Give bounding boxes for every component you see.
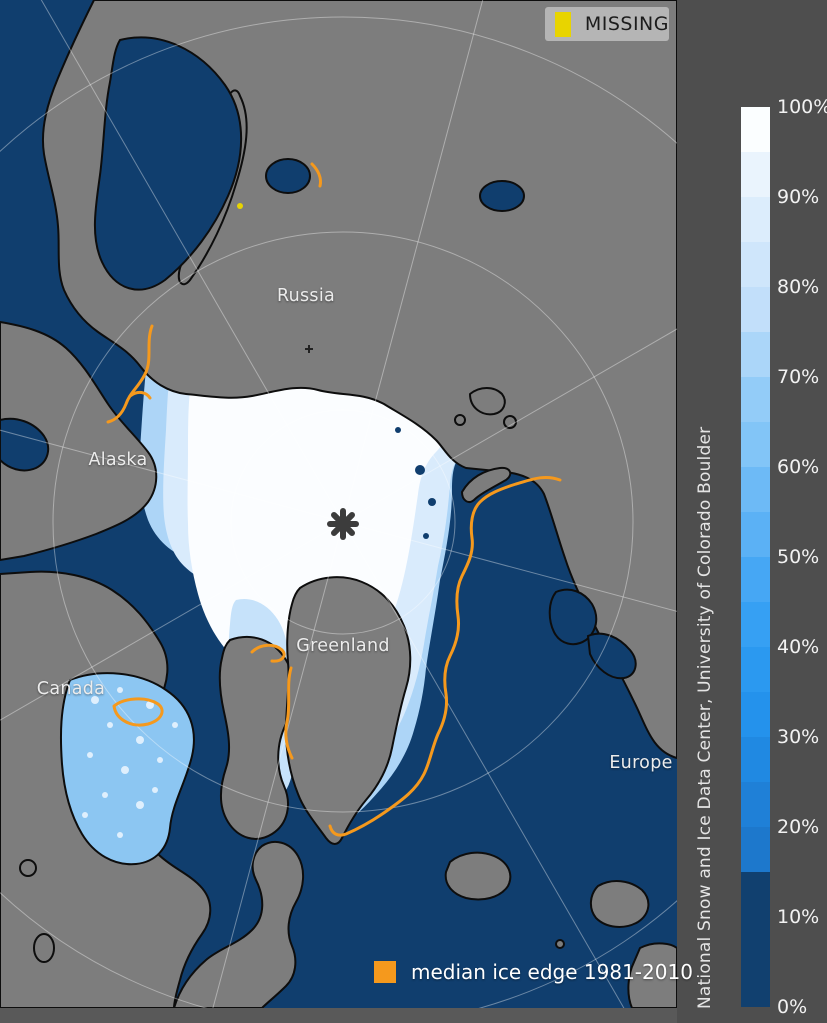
colorbar-cell bbox=[741, 467, 770, 512]
land-continent bbox=[627, 942, 677, 1008]
colorbar-cell bbox=[741, 647, 770, 692]
colorbar-tick-70: 70% bbox=[777, 366, 820, 388]
polar-map-area: Russia Alaska Canada Greenland Europe bbox=[0, 0, 677, 1008]
land-islet-1 bbox=[19, 859, 37, 877]
colorbar-tick-30: 30% bbox=[777, 726, 820, 748]
colorbar-tick-10: 10% bbox=[777, 906, 820, 928]
colorbar-cell bbox=[741, 602, 770, 647]
land-labrador bbox=[173, 840, 304, 1008]
map-label-russia: Russia bbox=[276, 286, 336, 306]
colorbar-tick-90: 90% bbox=[777, 186, 820, 208]
missing-data-dot bbox=[237, 203, 243, 209]
colorbar-tick-60: 60% bbox=[777, 456, 820, 478]
colorbar-tick-100: 100% bbox=[777, 96, 827, 118]
coast-cross-mark bbox=[305, 345, 313, 353]
colorbar-cell bbox=[741, 917, 770, 962]
median-ice-edge-label: median ice edge 1981-2010 bbox=[411, 960, 693, 984]
polynya-spots bbox=[395, 427, 436, 539]
land-greenland bbox=[285, 576, 412, 845]
map-label-greenland: Greenland bbox=[296, 636, 390, 656]
missing-legend-label: MISSING bbox=[584, 13, 669, 35]
hudson-bay-ice bbox=[59, 672, 195, 866]
colorbar-cell bbox=[741, 827, 770, 872]
white-sea-arm bbox=[586, 632, 637, 680]
colorbar-cell bbox=[741, 197, 770, 242]
land-uk bbox=[590, 880, 650, 928]
white-sea bbox=[548, 588, 598, 646]
left-fjords bbox=[0, 417, 50, 472]
bottom-frame-strip bbox=[0, 1008, 677, 1023]
ice-speckles bbox=[82, 687, 178, 838]
map-label-europe: Europe bbox=[609, 753, 673, 773]
colorbar-cell bbox=[741, 377, 770, 422]
colorbar-cell bbox=[741, 422, 770, 467]
missing-color-swatch bbox=[555, 11, 571, 37]
inlet-1 bbox=[265, 158, 311, 194]
pole-marker bbox=[327, 508, 359, 540]
colorbar-cell bbox=[741, 152, 770, 197]
inlet-2 bbox=[479, 180, 525, 212]
colorbar-cell bbox=[741, 107, 770, 152]
median-ice-edge-legend: median ice edge 1981-2010 bbox=[374, 960, 693, 984]
land-svalbard bbox=[469, 387, 506, 416]
missing-legend: MISSING bbox=[545, 7, 669, 41]
median-ice-edge-swatch bbox=[374, 961, 396, 983]
interior-seas bbox=[0, 36, 637, 680]
colorbar-tick-20: 20% bbox=[777, 816, 820, 838]
colorbar-cell bbox=[741, 737, 770, 782]
colorbar-tick-0: 0% bbox=[777, 996, 808, 1018]
colorbar-tick-40: 40% bbox=[777, 636, 820, 658]
colorbar-tick-80: 80% bbox=[777, 276, 820, 298]
land-islet-2 bbox=[33, 933, 55, 963]
colorbar-cell bbox=[741, 692, 770, 737]
colorbar-cell bbox=[741, 332, 770, 377]
colorbar-cell bbox=[741, 782, 770, 827]
land-alaska bbox=[0, 321, 158, 561]
concentration-colorbar bbox=[741, 107, 770, 1007]
colorbar-cell bbox=[741, 242, 770, 287]
arctic-map bbox=[0, 0, 677, 1008]
colorbar-cell bbox=[741, 962, 770, 1007]
colorbar-tick-50: 50% bbox=[777, 546, 820, 568]
land-novaya-zemlya bbox=[461, 466, 512, 503]
land-iceland bbox=[444, 851, 512, 901]
land-faroe bbox=[555, 939, 565, 949]
median-ice-edge-line bbox=[106, 162, 562, 837]
map-label-alaska: Alaska bbox=[88, 450, 148, 470]
colorbar-cell bbox=[741, 557, 770, 602]
colorbar-cell bbox=[741, 512, 770, 557]
credit-text: National Snow and Ice Data Center, Unive… bbox=[695, 426, 715, 1009]
map-label-canada: Canada bbox=[36, 679, 106, 699]
meridians bbox=[0, 0, 677, 1008]
colorbar-cell bbox=[741, 287, 770, 332]
graticule bbox=[0, 0, 677, 1008]
colorbar-cell bbox=[741, 872, 770, 917]
sea-okhotsk bbox=[93, 36, 243, 291]
